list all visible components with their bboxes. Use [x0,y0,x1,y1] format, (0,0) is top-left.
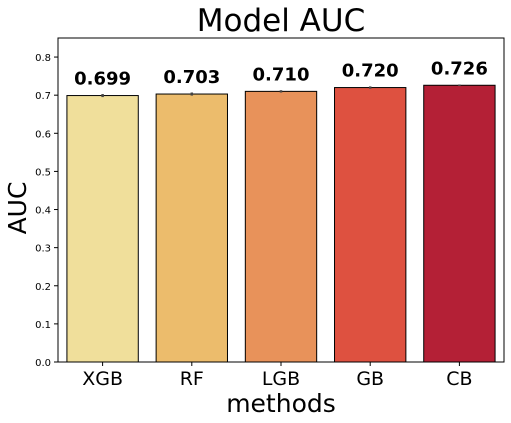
value-label: 0.703 [163,67,220,88]
x-tick-label: RF [180,368,204,390]
y-tick-label: 0.7 [35,91,51,102]
y-tick-label: 0.2 [35,282,51,293]
x-tick-label: LGB [262,368,300,390]
y-axis-label: AUC [3,182,32,235]
value-label: 0.710 [253,64,310,85]
y-axis: 0.0 0.1 0.2 0.3 0.4 0.5 0.6 0.7 0.8 [35,53,58,369]
x-tick-label: GB [356,368,384,390]
value-label: 0.699 [74,69,131,90]
bars-group: 0.699 0.703 0.710 0.720 0.726 [66,58,496,363]
x-axis: XGB RF LGB GB CB [82,362,473,390]
y-tick-label: 0.4 [35,206,51,217]
plot-frame [57,37,505,363]
y-tick-label: 0.1 [35,320,51,331]
x-tick-label: CB [446,368,472,390]
bar-rf [155,93,228,363]
bar-gb [334,87,407,363]
y-tick-label: 0.0 [35,358,51,369]
x-axis-label: methods [226,389,336,418]
bar-lgb [244,90,318,363]
bar-xgb [66,95,139,363]
y-tick-label: 0.5 [35,167,51,178]
y-tick-label: 0.3 [35,244,51,255]
value-label: 0.726 [431,58,488,79]
y-tick-label: 0.6 [35,129,51,140]
x-tick-label: XGB [82,368,123,390]
chart-title: Model AUC [197,3,365,39]
bar-cb [423,84,496,363]
value-label: 0.720 [342,61,399,82]
y-tick-label: 0.8 [35,53,51,64]
